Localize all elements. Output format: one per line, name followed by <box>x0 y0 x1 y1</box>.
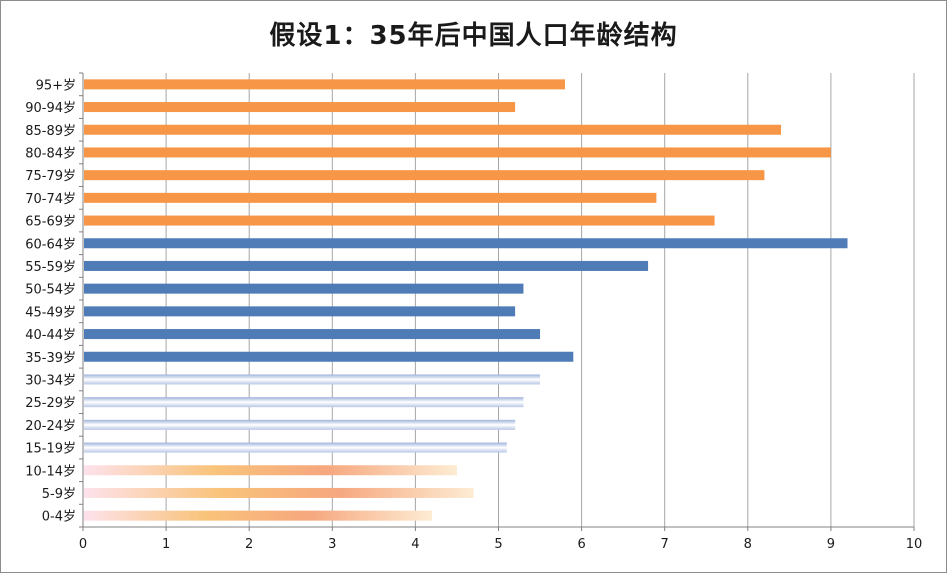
bar-65-69岁 <box>84 215 715 226</box>
bar-95+岁 <box>84 79 565 90</box>
x-tick-label: 5 <box>494 537 502 552</box>
x-tick-label: 3 <box>328 537 336 552</box>
category-label: 30-34岁 <box>25 373 76 388</box>
category-label: 90-94岁 <box>25 101 76 116</box>
category-label: 85-89岁 <box>25 124 76 139</box>
chart-title: 假设1：35年后中国人口年龄结构 <box>269 21 678 51</box>
x-tick-label: 8 <box>744 537 752 552</box>
category-label: 70-74岁 <box>25 192 76 207</box>
x-tick-label: 7 <box>661 537 669 552</box>
x-tick-label: 10 <box>906 537 923 552</box>
bar-45-49岁 <box>84 306 516 317</box>
category-label: 5-9岁 <box>42 487 76 502</box>
category-label: 65-69岁 <box>25 215 76 230</box>
x-tick-label: 1 <box>162 537 170 552</box>
x-tick-label: 4 <box>411 537 419 552</box>
axes <box>79 72 915 531</box>
category-label: 95+岁 <box>36 78 76 93</box>
bar-75-79岁 <box>84 170 765 181</box>
bar-10-14岁 <box>84 465 457 476</box>
bar-70-74岁 <box>84 192 657 203</box>
category-label: 45-49岁 <box>25 305 76 320</box>
bars <box>84 79 848 521</box>
category-label: 60-64岁 <box>25 237 76 252</box>
category-label: 15-19岁 <box>25 442 76 457</box>
category-label: 50-54岁 <box>25 283 76 298</box>
bar-15-19岁 <box>84 442 507 453</box>
category-label: 0-4岁 <box>42 510 76 525</box>
bar-25-29岁 <box>84 397 524 408</box>
x-tick-label: 9 <box>827 537 835 552</box>
category-label: 35-39岁 <box>25 351 76 366</box>
bar-90-94岁 <box>84 102 516 113</box>
x-tick-label: 6 <box>577 537 585 552</box>
bar-60-64岁 <box>84 238 848 249</box>
bar-55-59岁 <box>84 260 649 271</box>
grid-lines <box>165 73 915 527</box>
bar-20-24岁 <box>84 419 516 430</box>
x-tick-label: 2 <box>245 537 253 552</box>
category-label: 20-24岁 <box>25 419 76 434</box>
bar-80-84岁 <box>84 147 831 158</box>
category-label: 55-59岁 <box>25 260 76 275</box>
x-tick-labels: 0 1 2 3 4 5 6 7 8 9 10 <box>79 537 922 552</box>
bar-30-34岁 <box>84 374 541 385</box>
bar-35-39岁 <box>84 351 574 362</box>
category-label: 80-84岁 <box>25 146 76 161</box>
category-label: 25-29岁 <box>25 396 76 411</box>
category-label: 75-79岁 <box>25 169 76 184</box>
category-labels: 0-4岁 5-9岁 10-14岁 15-19岁 20-24岁 25-29岁 30-34岁 35… <box>25 78 76 524</box>
bar-0-4岁 <box>84 510 433 521</box>
bar-5-9岁 <box>84 487 474 498</box>
x-tick-label: 0 <box>79 537 87 552</box>
bar-85-89岁 <box>84 124 782 135</box>
category-label: 40-44岁 <box>25 328 76 343</box>
bar-50-54岁 <box>84 283 524 294</box>
bar-40-44岁 <box>84 329 541 340</box>
category-label: 10-14岁 <box>25 464 76 479</box>
